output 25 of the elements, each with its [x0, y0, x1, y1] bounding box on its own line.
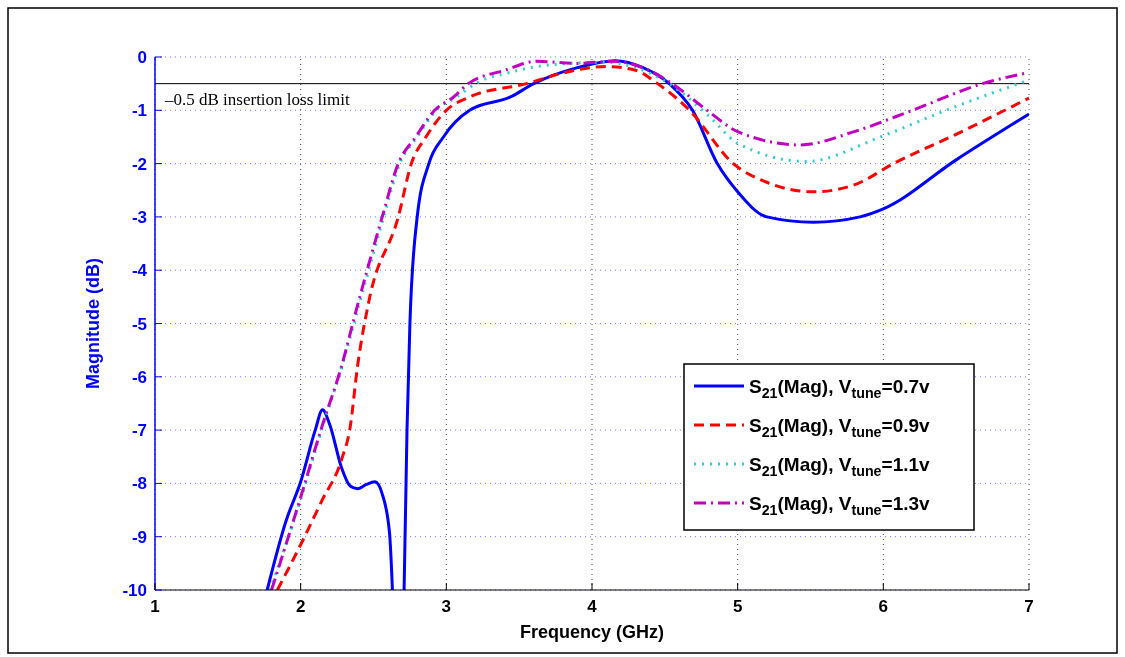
x-tick-label: 3 [441, 597, 452, 616]
y-tick-label: -10 [122, 581, 147, 600]
legend-label: S$_{21}$(Mag), V$_{tune}$=0.9v [749, 415, 931, 440]
y-tick-label: -8 [131, 474, 147, 494]
y-tick-label: -6 [131, 367, 147, 387]
x-tick-label: 2 [295, 597, 306, 616]
legend-label: S$_{21}$(Mag), V$_{tune}$=1.3v [749, 493, 931, 518]
x-tick-label: 1 [150, 597, 160, 616]
y-tick-label: -2 [131, 154, 147, 174]
ref-line-label: –0.5 dB insertion loss limit [164, 89, 350, 109]
x-tick-label: 4 [587, 597, 598, 616]
x-tick-label: 6 [878, 597, 889, 616]
y-tick-label: -5 [131, 314, 147, 334]
legend-label: S$_{21}$(Mag), V$_{tune}$=1.1v [749, 454, 931, 479]
legend-label: S$_{21}$(Mag), V$_{tune}$=0.7v [749, 376, 931, 401]
y-axis-title: Magnitude (dB) [83, 258, 103, 389]
y-tick-label: -4 [131, 261, 148, 281]
y-tick-label: -7 [131, 421, 147, 441]
x-tick-label: 5 [732, 597, 743, 616]
y-tick-label: -9 [131, 527, 147, 547]
x-tick-label: 7 [1024, 597, 1034, 616]
y-tick-label: -1 [131, 101, 147, 121]
x-axis-title: Frequency (GHz) [519, 622, 665, 642]
y-tick-label: 0 [137, 48, 147, 67]
y-tick-label: -3 [131, 207, 147, 227]
